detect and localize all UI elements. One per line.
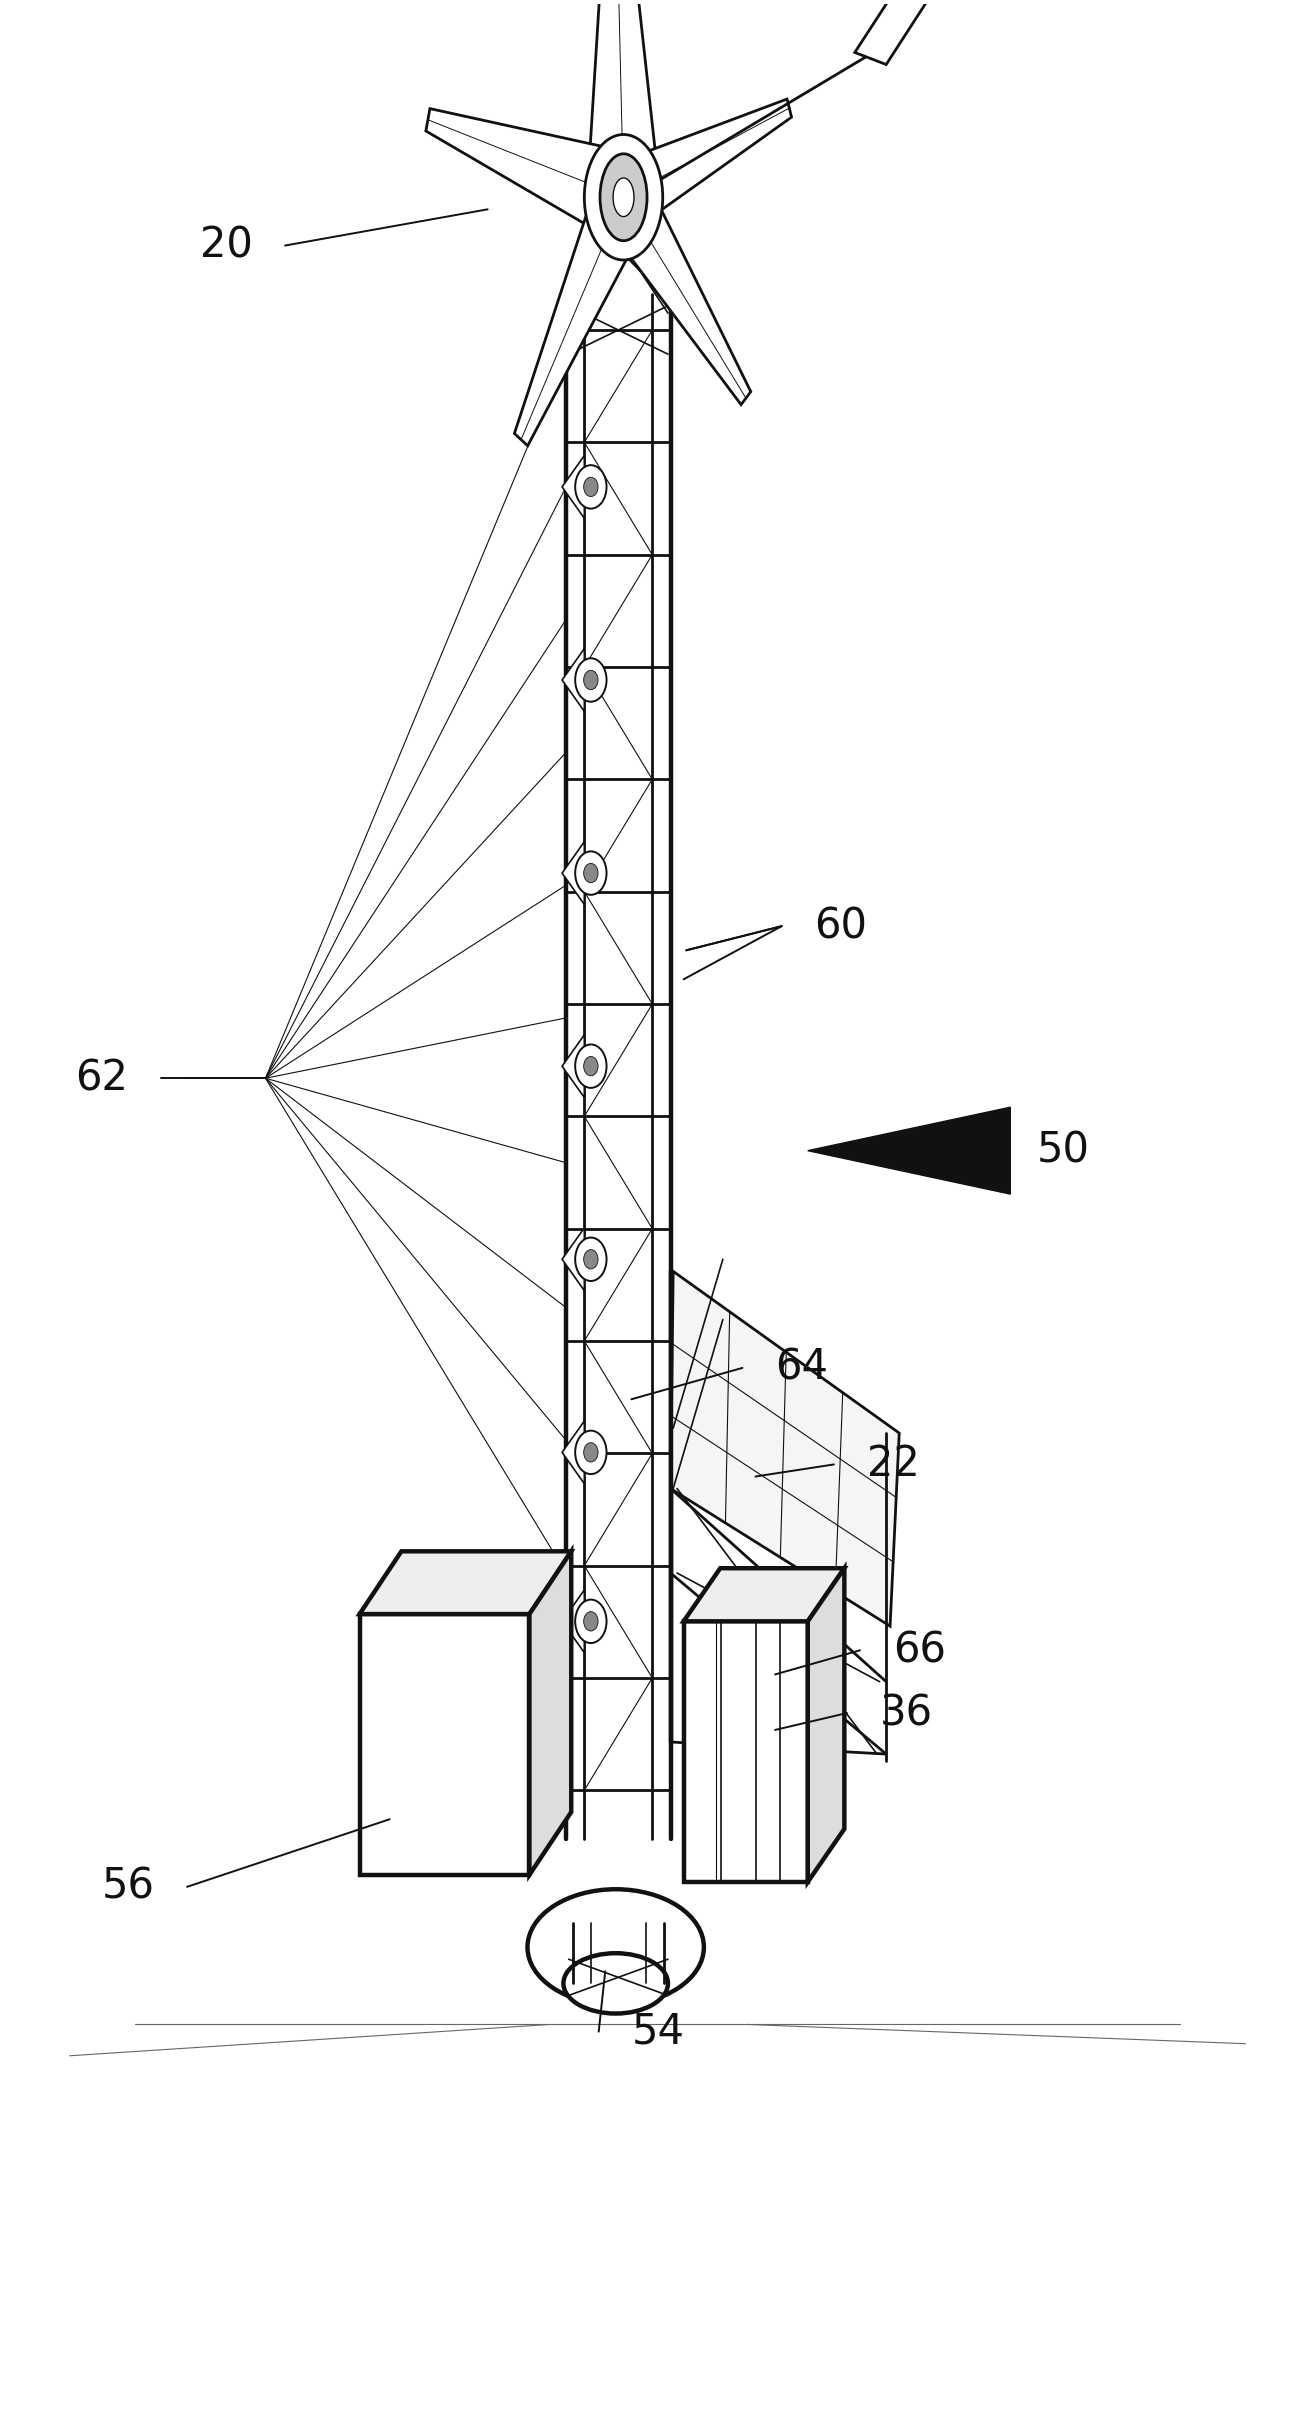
Ellipse shape (584, 1056, 598, 1075)
Text: 62: 62 (75, 1058, 129, 1100)
Ellipse shape (527, 1889, 704, 2005)
Ellipse shape (575, 1238, 606, 1281)
Polygon shape (635, 99, 792, 218)
Text: 36: 36 (880, 1693, 932, 1734)
Text: 64: 64 (775, 1347, 828, 1388)
Ellipse shape (584, 1250, 598, 1269)
Ellipse shape (575, 1044, 606, 1087)
Ellipse shape (575, 465, 606, 509)
Polygon shape (562, 1228, 584, 1291)
Text: 50: 50 (1036, 1129, 1089, 1172)
Polygon shape (621, 196, 751, 404)
Text: 60: 60 (814, 906, 868, 947)
Polygon shape (562, 843, 584, 903)
Polygon shape (807, 1107, 1010, 1194)
Polygon shape (359, 1553, 571, 1613)
Circle shape (600, 155, 647, 240)
Ellipse shape (584, 1611, 598, 1630)
Polygon shape (684, 1620, 807, 1882)
Ellipse shape (575, 659, 606, 702)
Polygon shape (562, 1589, 584, 1652)
Ellipse shape (584, 671, 598, 690)
Polygon shape (426, 109, 610, 230)
Text: 56: 56 (101, 1865, 154, 1909)
Ellipse shape (584, 1444, 598, 1463)
Polygon shape (562, 455, 584, 518)
Ellipse shape (563, 1952, 668, 2013)
Ellipse shape (584, 477, 598, 497)
Text: 20: 20 (200, 225, 252, 266)
Polygon shape (684, 1567, 844, 1620)
Polygon shape (562, 649, 584, 712)
Polygon shape (807, 1567, 844, 1882)
Polygon shape (589, 0, 656, 167)
Text: 22: 22 (867, 1444, 919, 1485)
Text: 66: 66 (893, 1630, 945, 1671)
Ellipse shape (584, 862, 598, 882)
Polygon shape (562, 1034, 584, 1097)
Polygon shape (671, 1272, 899, 1625)
Polygon shape (562, 1422, 584, 1485)
Polygon shape (530, 1553, 571, 1875)
Polygon shape (855, 0, 935, 65)
Polygon shape (359, 1613, 530, 1875)
Ellipse shape (575, 853, 606, 894)
Ellipse shape (575, 1431, 606, 1475)
Polygon shape (514, 203, 635, 446)
Ellipse shape (584, 136, 663, 259)
Text: 54: 54 (631, 2010, 684, 2054)
Ellipse shape (575, 1599, 606, 1642)
Circle shape (613, 177, 634, 216)
